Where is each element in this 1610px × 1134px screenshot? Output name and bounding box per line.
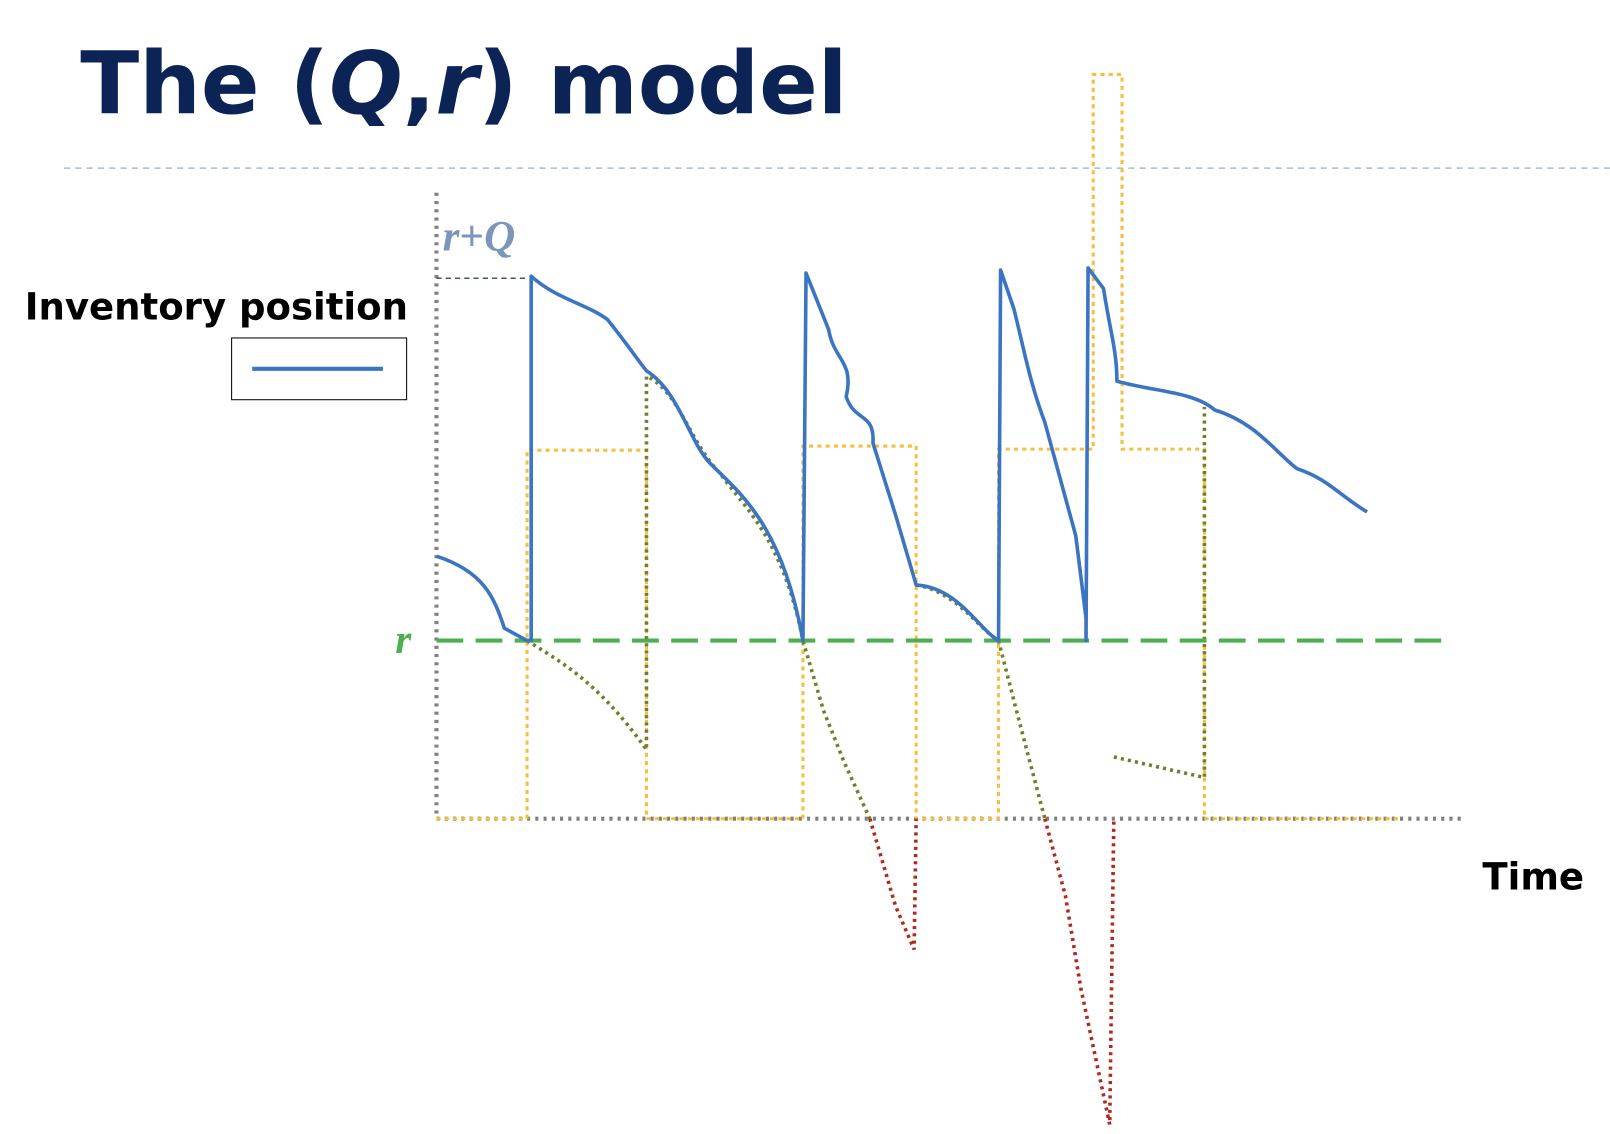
label-plus: + — [459, 212, 484, 260]
net-inventory-line — [526, 373, 1207, 820]
inventory-position-line — [435, 266, 1368, 643]
label-reorder: r — [395, 616, 412, 662]
backorder-line — [868, 818, 1116, 1125]
label-time: Time — [1482, 856, 1584, 899]
label-q: Q — [484, 212, 515, 260]
title-text: The ( — [80, 35, 329, 135]
title-q: Q — [329, 35, 403, 135]
title-r: r — [435, 35, 483, 135]
label-r-plus-q: r+Q — [443, 212, 516, 260]
title: The (Q,r) model — [80, 35, 847, 135]
title-comma: , — [403, 35, 436, 135]
label-r: r — [443, 212, 461, 260]
title-text: ) model — [478, 35, 847, 135]
diagram — [434, 72, 1462, 1125]
orders-line — [436, 72, 1400, 821]
legend-label: Inventory position — [25, 285, 408, 328]
